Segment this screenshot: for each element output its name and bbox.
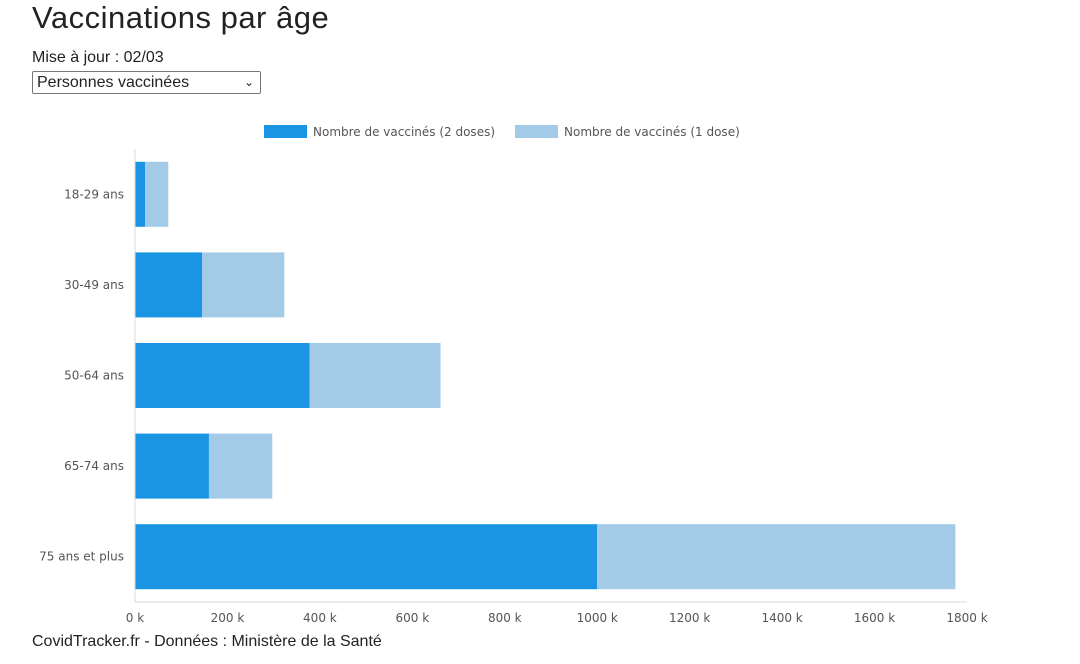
legend-label-two-doses[interactable]: Nombre de vaccinés (2 doses) — [313, 125, 495, 139]
update-date: Mise à jour : 02/03 — [32, 49, 164, 66]
bar-two-doses-2 — [135, 343, 310, 408]
x-tick-label: 600 k — [395, 611, 429, 625]
bar-one-dose-4 — [597, 524, 956, 590]
bar-one-dose-2 — [309, 343, 441, 408]
legend-swatch-one-dose[interactable] — [515, 125, 558, 138]
x-tick-label: 1600 k — [854, 611, 895, 625]
metric-select[interactable]: Personnes vaccinées ⌄ — [32, 71, 261, 94]
bar-one-dose-1 — [202, 252, 285, 318]
y-tick-label: 75 ans et plus — [39, 550, 124, 564]
bar-two-doses-3 — [135, 433, 209, 499]
y-tick-label: 30-49 ans — [64, 278, 124, 292]
x-axis: 0 k 200 k 400 k 600 k 800 k 1000 k 1200 k 1400 … — [126, 149, 988, 625]
legend-label-one-dose[interactable]: Nombre de vaccinés (1 dose) — [564, 125, 740, 139]
x-tick-label: 800 k — [488, 611, 522, 625]
source-credit: CovidTracker.fr - Données : Ministère de… — [32, 633, 382, 650]
y-axis-labels: 18-29 ans 30-49 ans 50-64 ans 65-74 ans 75 a… — [39, 187, 124, 563]
bar-one-dose-0 — [145, 161, 169, 227]
x-tick-label: 1800 k — [946, 611, 987, 625]
y-tick-label: 50-64 ans — [64, 369, 124, 383]
chart-legend: Nombre de vaccinés (2 doses) Nombre de va… — [264, 125, 740, 139]
x-tick-label: 1400 k — [761, 611, 802, 625]
metric-select-value: Personnes vaccinées — [37, 74, 190, 91]
y-tick-label: 18-29 ans — [64, 187, 124, 201]
y-tick-label: 65-74 ans — [64, 459, 124, 473]
bar-two-doses-1 — [135, 252, 203, 318]
x-tick-label: 400 k — [303, 611, 337, 625]
bar-two-doses-4 — [135, 524, 598, 590]
x-tick-label: 0 k — [126, 611, 144, 625]
x-tick-label: 1200 k — [669, 611, 710, 625]
chart-bars — [135, 161, 956, 590]
bar-one-dose-3 — [208, 433, 273, 499]
x-tick-label: 1000 k — [577, 611, 618, 625]
x-tick-label: 200 k — [211, 611, 245, 625]
chevron-down-icon: ⌄ — [243, 75, 254, 89]
legend-swatch-two-doses[interactable] — [264, 125, 307, 138]
page-title: Vaccinations par âge — [32, 0, 330, 35]
bar-two-doses-0 — [135, 161, 146, 227]
